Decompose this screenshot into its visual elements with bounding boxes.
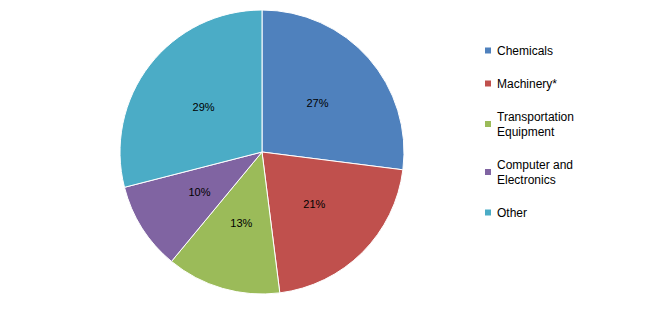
- svg-text:Electronics: Electronics: [497, 173, 556, 187]
- svg-text:10%: 10%: [189, 186, 211, 198]
- svg-text:Equipment: Equipment: [497, 125, 555, 139]
- svg-text:27%: 27%: [306, 97, 328, 109]
- svg-text:29%: 29%: [193, 101, 215, 113]
- svg-text:13%: 13%: [230, 217, 252, 229]
- svg-text:Machinery*: Machinery*: [497, 77, 557, 91]
- svg-text:Other: Other: [497, 206, 527, 220]
- svg-text:21%: 21%: [303, 198, 325, 210]
- svg-text:Computer and: Computer and: [497, 158, 576, 172]
- svg-text:Transportation: Transportation: [497, 110, 577, 124]
- svg-text:Chemicals: Chemicals: [497, 44, 553, 58]
